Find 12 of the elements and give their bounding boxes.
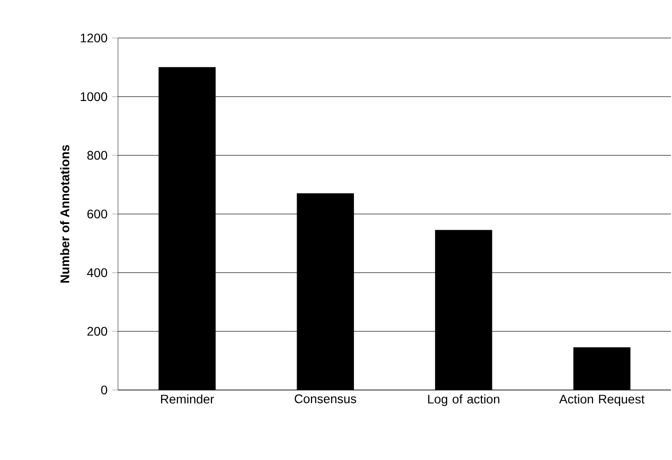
x-tick-label: Reminder (161, 394, 214, 404)
y-tick-label: 400 (87, 268, 108, 278)
y-tick-label: 1200 (80, 34, 108, 42)
y-axis-title: Number of Annotations (60, 145, 70, 283)
y-tick-label: 1000 (80, 92, 108, 102)
y-tick-label: 200 (87, 326, 108, 336)
y-tick-label: 800 (87, 150, 108, 160)
x-tick-label: Action Request (559, 394, 644, 406)
x-tick-label: Log of action (428, 394, 500, 406)
x-tick-label: Consensus (294, 394, 356, 404)
y-tick-label: 0 (101, 386, 108, 394)
y-tick-label: 600 (87, 210, 108, 218)
